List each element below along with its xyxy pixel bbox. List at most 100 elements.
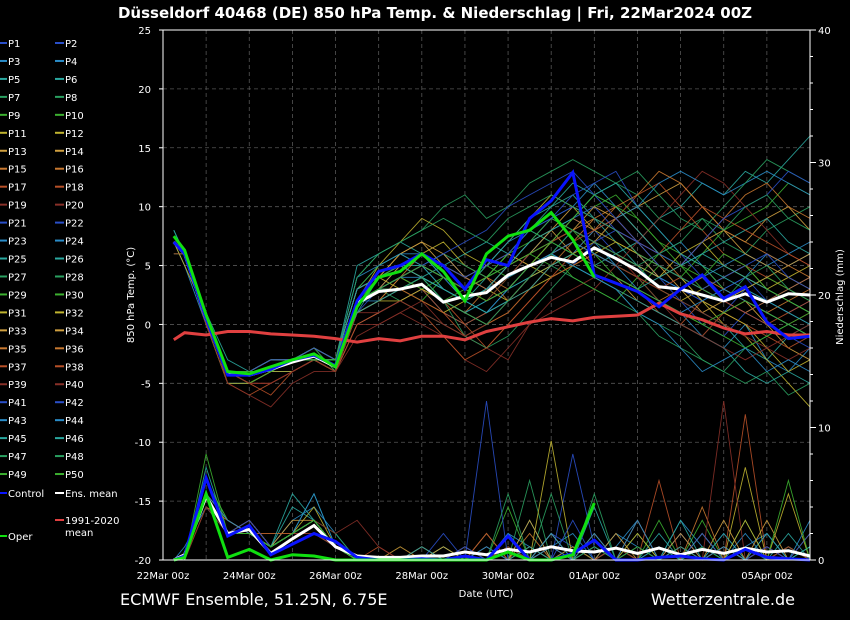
legend-label: P7 [8, 93, 20, 104]
legend-item-p40: P40 [55, 380, 84, 391]
y2-tick-label: 20 [818, 291, 831, 302]
legend-item-p42: P42 [55, 398, 84, 409]
legend-item-p47: P47 [0, 452, 27, 463]
x-tick-label: 30Mar 00z [482, 571, 535, 582]
legend-label: P5 [8, 75, 20, 86]
legend-label: P23 [8, 237, 27, 248]
legend-item-p21: P21 [0, 219, 27, 230]
legend-label: P6 [65, 75, 77, 86]
legend-label: P16 [65, 165, 84, 176]
legend-item-p27: P27 [0, 272, 27, 283]
legend-label: 1991-2020 [65, 516, 120, 527]
legend-item-p7: P7 [0, 93, 20, 104]
y-tick-label: 0 [145, 320, 151, 331]
legend-label: P27 [8, 272, 27, 283]
legend-item-p48: P48 [55, 452, 84, 463]
legend-label: P35 [8, 344, 27, 355]
legend-label: P26 [65, 255, 84, 266]
y2-tick-label: 10 [818, 424, 831, 435]
legend-label: P14 [65, 147, 84, 158]
legend-label: P15 [8, 165, 27, 176]
legend-item-p12: P12 [55, 129, 84, 140]
legend-item-p3: P3 [0, 57, 20, 68]
legend-item-oper: Oper [0, 532, 33, 543]
legend-label: P22 [65, 219, 84, 230]
legend-item-p28: P28 [55, 272, 84, 283]
x-tick-label: 01Apr 00z [569, 571, 620, 582]
legend-item-p14: P14 [55, 147, 84, 158]
legend-item-p35: P35 [0, 344, 27, 355]
legend-item-p16: P16 [55, 165, 84, 176]
x-tick-label: 28Mar 00z [395, 571, 448, 582]
legend-item-p9: P9 [0, 111, 20, 122]
legend-label: P8 [65, 93, 77, 104]
y-axis-right: 40 30 20 10 0 [810, 26, 831, 567]
legend-label: P47 [8, 452, 27, 463]
x-tick-label: 05Apr 00z [741, 571, 792, 582]
y-tick-label: -15 [135, 497, 151, 508]
x-tick-label: 03Apr 00z [655, 571, 706, 582]
temp-line-p20 [173, 170, 811, 408]
legend-item-p11: P11 [0, 129, 27, 140]
legend-item-p1: P1 [0, 39, 20, 50]
legend-label: P50 [65, 470, 84, 481]
legend-label: mean [65, 528, 93, 539]
legend-item-p50: P50 [55, 470, 84, 481]
legend-label: P2 [65, 39, 77, 50]
legend-label: P29 [8, 290, 27, 301]
y-tick-label: 15 [138, 144, 151, 155]
legend-label: P9 [8, 111, 20, 122]
legend-label: P28 [65, 272, 84, 283]
x-axis: 22Mar 00z 24Mar 00z 26Mar 00z 28Mar 00z 30Ma… [137, 571, 793, 582]
legend-item-p25: P25 [0, 255, 27, 266]
y-tick-label: 10 [138, 203, 151, 214]
legend-label: P45 [8, 434, 27, 445]
legend-label: P1 [8, 39, 20, 50]
legend-item-p13: P13 [0, 147, 27, 158]
y2-tick-label: 40 [818, 26, 831, 37]
legend-label: P48 [65, 452, 84, 463]
y-tick-label: -5 [141, 379, 151, 390]
legend-label: P31 [8, 308, 27, 319]
legend-label: P40 [65, 380, 84, 391]
legend-item-p38: P38 [55, 362, 84, 373]
legend-item-p4: P4 [55, 57, 77, 68]
legend-item-p44: P44 [55, 416, 84, 427]
legend-item-p31: P31 [0, 308, 27, 319]
y-tick-label: -10 [135, 438, 151, 449]
legend-label: P12 [65, 129, 84, 140]
legend-label: P44 [65, 416, 84, 427]
y2-tick-label: 0 [818, 556, 824, 567]
temp-line-climate-mean [172, 301, 810, 344]
legend-label: P38 [65, 362, 84, 373]
legend-item-p41: P41 [0, 398, 27, 409]
legend-item-p10: P10 [55, 111, 84, 122]
legend-item-p29: P29 [0, 290, 27, 301]
legend-label: P34 [65, 326, 84, 337]
x-axis-label: Date (UTC) [459, 589, 514, 600]
y-axis-left: 25 20 15 10 5 0 -5 -10 -15 -20 [135, 26, 163, 567]
y-tick-label: 20 [138, 85, 151, 96]
legend-item-p17: P17 [0, 183, 27, 194]
legend-label: P36 [65, 344, 84, 355]
legend-label: P37 [8, 362, 27, 373]
legend-label: P39 [8, 380, 27, 391]
legend-label: Ens. mean [65, 489, 118, 500]
temp-line-oper [172, 210, 596, 376]
legend-label: P33 [8, 326, 27, 337]
legend-label: P32 [65, 308, 84, 319]
legend-item-p45: P45 [0, 434, 27, 445]
legend-item-p24: P24 [55, 237, 84, 248]
legend-label: Oper [8, 532, 33, 543]
footer-source: ECMWF Ensemble, 51.25N, 6.75E [120, 590, 388, 609]
legend-item-ens-mean: Ens. mean [55, 489, 118, 500]
temp-line-p50 [173, 241, 811, 373]
y-tick-label: -20 [135, 556, 151, 567]
y-tick-label: 25 [138, 26, 151, 37]
legend-label: P30 [65, 290, 84, 301]
chart-title: Düsseldorf 40468 (DE) 850 hPa Temp. & Ni… [118, 4, 752, 23]
legend-item-p49: P49 [0, 470, 27, 481]
plot-frame [162, 29, 811, 561]
legend-item-p26: P26 [55, 255, 84, 266]
